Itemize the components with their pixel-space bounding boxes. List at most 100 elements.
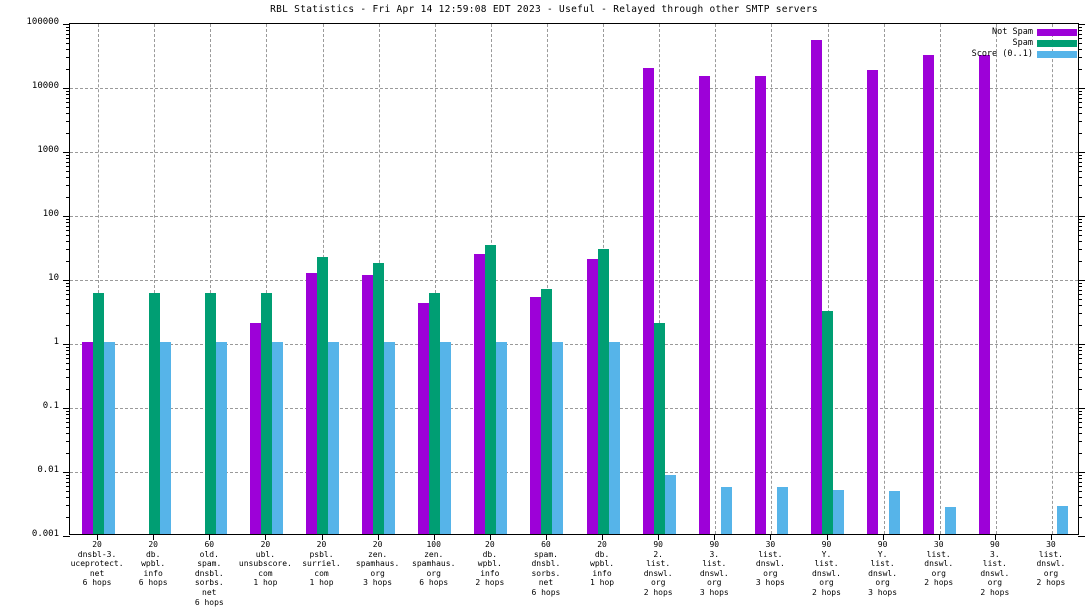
bar-spam <box>429 293 441 534</box>
y-axis-minor-tick <box>1078 417 1082 419</box>
y-axis-minor-tick <box>1078 102 1082 104</box>
vertical-gridline <box>210 24 212 534</box>
legend-item: Score (0..1) <box>972 49 1077 59</box>
y-axis-minor-tick <box>66 346 70 348</box>
y-axis-minor-tick <box>1078 249 1082 251</box>
y-axis-tick <box>63 152 70 153</box>
y-axis-minor-tick <box>66 94 70 96</box>
y-axis-minor-tick <box>66 478 70 480</box>
y-axis-minor-tick <box>66 324 70 326</box>
bar-not-spam <box>979 54 991 534</box>
x-axis-tick <box>602 535 604 540</box>
y-axis-minor-tick <box>1078 369 1082 371</box>
y-axis-minor-tick <box>1078 289 1082 291</box>
x-axis-tick <box>545 535 547 540</box>
bar-not-spam <box>754 75 766 534</box>
vertical-gridline <box>883 24 885 534</box>
x-axis-tick <box>377 535 379 540</box>
y-axis-minor-tick <box>1078 294 1082 296</box>
x-axis-tick <box>97 535 99 540</box>
bar-score <box>271 342 283 534</box>
y-axis-minor-tick <box>1078 241 1082 243</box>
y-axis-tick <box>63 536 70 537</box>
y-axis-minor-tick <box>66 230 70 232</box>
y-axis-minor-tick <box>66 441 70 443</box>
y-axis-minor-tick <box>1078 94 1082 96</box>
y-axis-minor-tick <box>1078 358 1082 360</box>
y-axis-minor-tick <box>66 33 70 35</box>
y-axis-minor-tick <box>66 422 70 424</box>
bar-spam <box>485 244 497 534</box>
y-axis-minor-tick <box>1078 410 1082 412</box>
x-axis-tick <box>714 535 716 540</box>
y-axis-minor-tick <box>1078 68 1082 70</box>
gridline <box>70 344 1078 345</box>
y-axis-minor-tick <box>1078 388 1082 390</box>
y-tick-label: 0.01 <box>37 465 59 475</box>
x-tick-label: 30 list. dnswl. org 2 hops <box>924 540 954 588</box>
y-axis-minor-tick <box>1078 313 1082 315</box>
y-axis-minor-tick <box>66 90 70 92</box>
y-axis-minor-tick <box>1078 161 1082 163</box>
plot-area <box>63 23 1085 537</box>
vertical-gridline <box>939 24 941 534</box>
gridline <box>70 216 1078 217</box>
y-axis-tick <box>63 344 70 345</box>
y-axis-tick <box>1078 88 1085 89</box>
bar-spam <box>92 293 104 534</box>
legend-item: Not Spam <box>972 27 1077 37</box>
y-axis-minor-tick <box>1078 230 1082 232</box>
y-axis-minor-tick <box>1078 353 1082 355</box>
bar-spam <box>597 249 609 534</box>
y-axis-tick <box>63 408 70 409</box>
y-axis-tick <box>1078 152 1085 153</box>
y-axis-minor-tick <box>1078 97 1082 99</box>
x-tick-label: 30 list. dnswl. org 3 hops <box>755 540 785 588</box>
x-axis-tick <box>1050 535 1052 540</box>
y-axis-minor-tick <box>66 222 70 224</box>
y-axis-tick <box>63 280 70 281</box>
bar-not-spam <box>474 253 486 534</box>
y-axis-minor-tick <box>66 452 70 454</box>
y-axis-minor-tick <box>1078 177 1082 179</box>
bar-score <box>1057 506 1069 534</box>
legend-label: Spam <box>1012 38 1033 48</box>
y-axis-minor-tick <box>1078 486 1082 488</box>
y-axis-minor-tick <box>66 358 70 360</box>
y-axis-tick <box>1078 408 1085 409</box>
y-axis-minor-tick <box>66 305 70 307</box>
x-tick-label: 30 list. dnswl. org 2 hops <box>1036 540 1066 588</box>
bar-score <box>103 342 115 534</box>
x-axis-tick <box>209 535 211 540</box>
bar-spam <box>260 293 272 534</box>
y-axis-minor-tick <box>66 433 70 435</box>
y-axis-tick <box>1078 344 1085 345</box>
y-axis-minor-tick <box>1078 26 1082 28</box>
y-axis-minor-tick <box>1078 346 1082 348</box>
y-axis-minor-tick <box>1078 235 1082 237</box>
bar-score <box>159 342 171 534</box>
bar-not-spam <box>362 275 374 534</box>
bar-score <box>889 491 901 534</box>
y-axis-minor-tick <box>66 38 70 40</box>
y-axis-minor-tick <box>66 158 70 160</box>
bar-score <box>608 342 620 534</box>
y-axis-minor-tick <box>66 166 70 168</box>
vertical-gridline <box>98 24 100 534</box>
y-axis-tick <box>63 216 70 217</box>
bar-score <box>328 342 339 534</box>
bar-not-spam <box>923 54 935 534</box>
bar-not-spam <box>306 272 317 534</box>
y-axis-minor-tick <box>66 505 70 507</box>
y-axis-minor-tick <box>1078 132 1082 134</box>
y-tick-label: 10000 <box>31 81 59 91</box>
y-axis-tick <box>63 88 70 89</box>
legend-swatch <box>1037 28 1077 36</box>
y-axis-minor-tick <box>1078 222 1082 224</box>
y-tick-label: 100 <box>42 209 59 219</box>
y-axis-minor-tick <box>66 30 70 32</box>
y-axis-minor-tick <box>66 410 70 412</box>
bar-not-spam <box>586 258 598 534</box>
y-axis-minor-tick <box>1078 286 1082 288</box>
bar-spam <box>148 293 160 534</box>
